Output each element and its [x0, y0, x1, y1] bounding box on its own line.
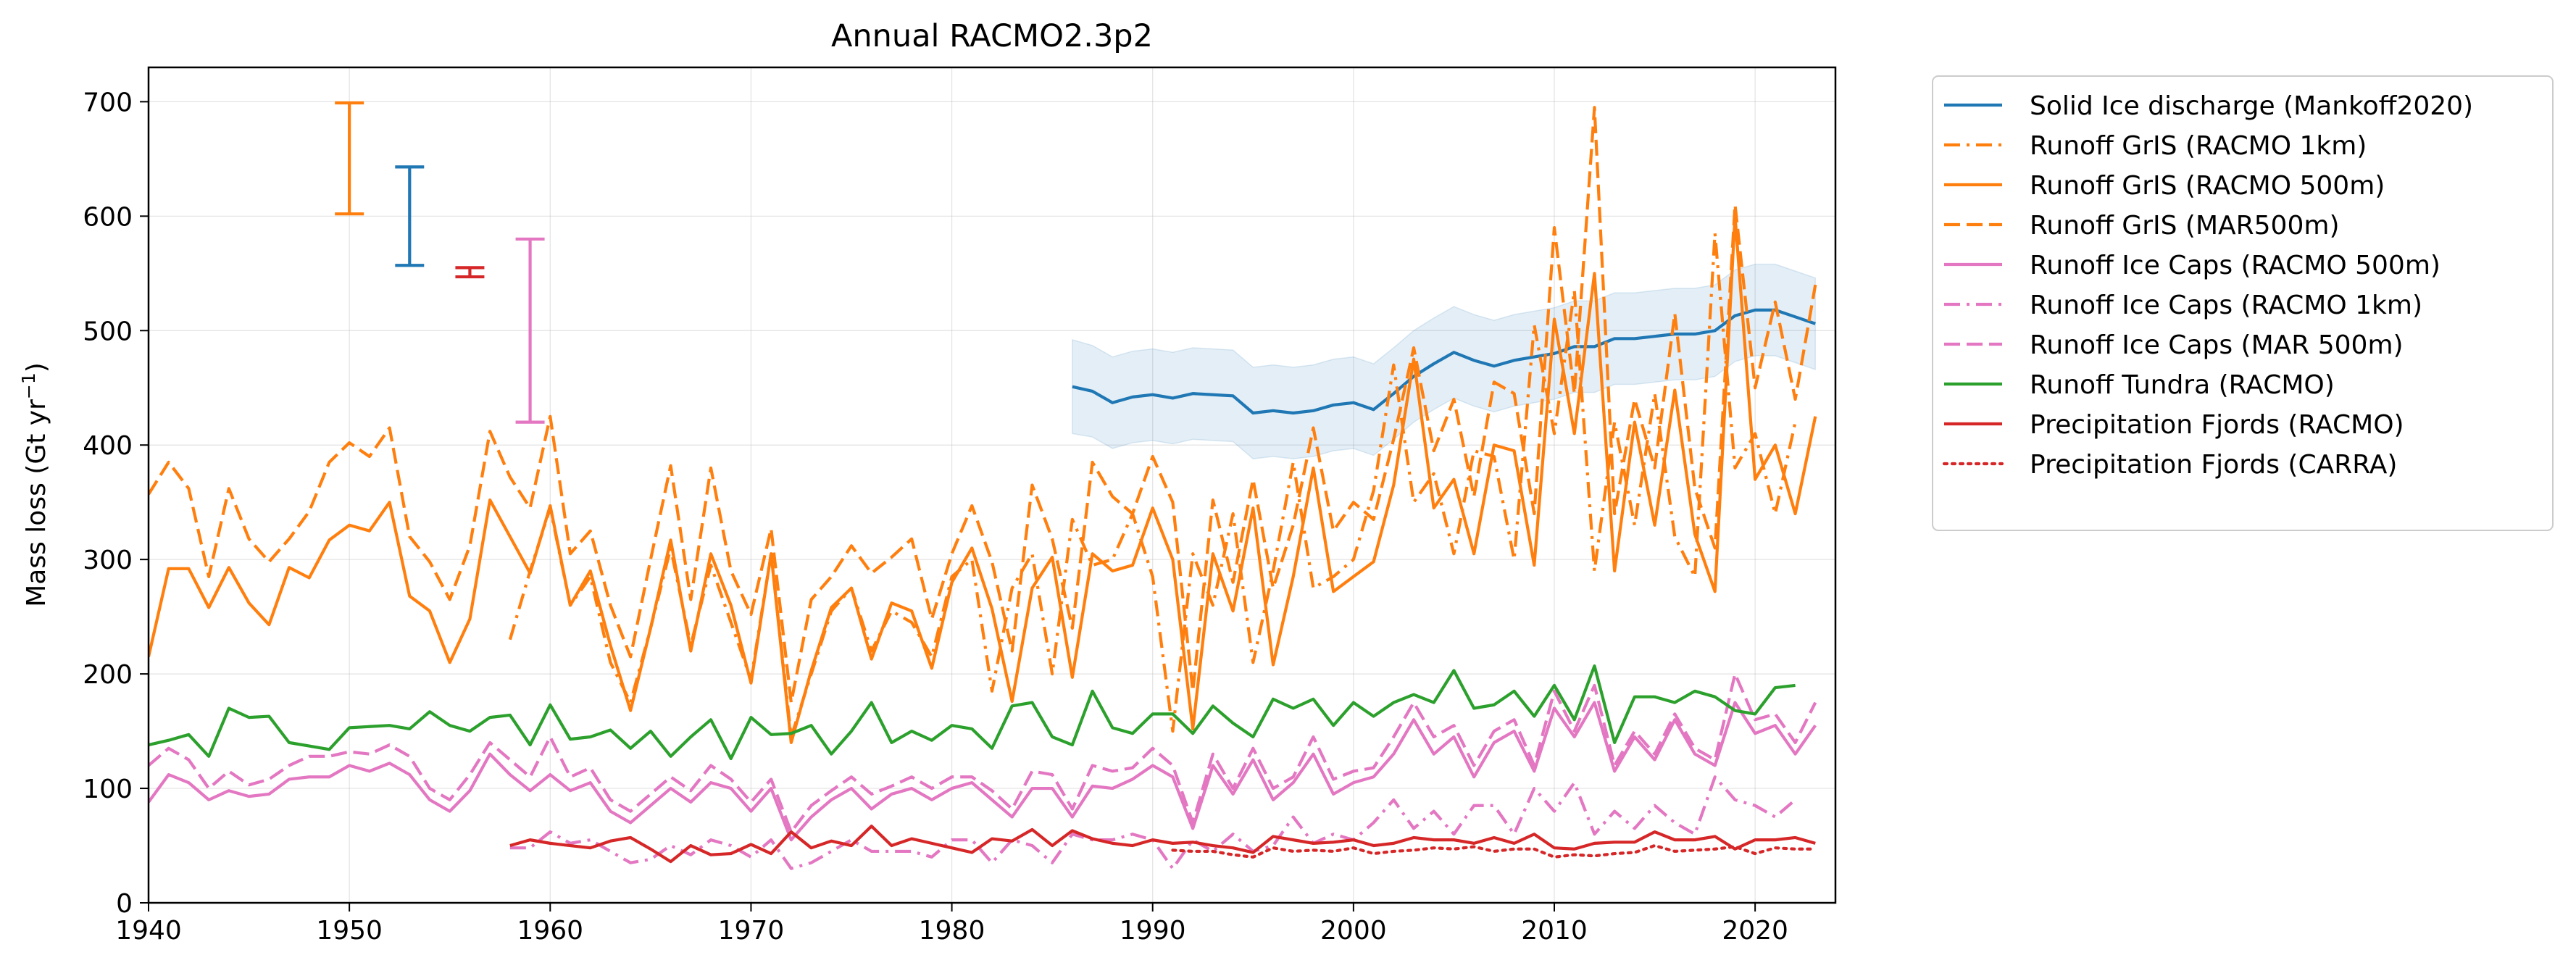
series-line-9	[1171, 843, 1817, 859]
series-line-0	[1072, 308, 1816, 415]
legend-entry-9: Precipitation Fjords (CARRA)	[1942, 450, 2397, 480]
x-tick-label: 1950	[316, 916, 383, 946]
y-tick-label: 700	[83, 88, 133, 117]
legend-label: Runoff GrIS (RACMO 500m)	[2030, 171, 2385, 201]
error-bar-0	[335, 101, 364, 216]
legend-entry-8: Precipitation Fjords (RACMO)	[1944, 410, 2404, 440]
legend-label: Precipitation Fjords (CARRA)	[2030, 450, 2397, 480]
x-tick-label: 2010	[1521, 916, 1588, 946]
legend-entry-5: Runoff Ice Caps (RACMO 1km)	[1944, 291, 2422, 320]
x-tick-label: 2020	[1722, 916, 1788, 946]
series-line-4	[149, 701, 1817, 842]
error-bar-3	[515, 237, 545, 424]
uncertainty-band-0	[1072, 263, 1817, 459]
chart-title: Annual RACMO2.3p2	[831, 18, 1153, 54]
legend-entry-2: Runoff GrIS (RACMO 500m)	[1944, 171, 2385, 201]
y-tick-label: 300	[83, 546, 133, 575]
legend-entry-6: Runoff Ice Caps (MAR 500m)	[1944, 330, 2404, 360]
legend-entry-1: Runoff GrIS (RACMO 1km)	[1944, 131, 2367, 161]
series-line-7	[149, 664, 1796, 761]
legend-label: Runoff Ice Caps (MAR 500m)	[2030, 330, 2404, 360]
legend-label: Runoff GrIS (RACMO 1km)	[2030, 131, 2367, 161]
x-tick-label: 1960	[517, 916, 583, 946]
legend-entry-7: Runoff Tundra (RACMO)	[1944, 370, 2335, 400]
legend: Solid Ice discharge (Mankoff2020) Runoff …	[1932, 75, 2554, 531]
y-tick-label: 200	[83, 660, 133, 690]
legend-label: Runoff Ice Caps (RACMO 500m)	[2030, 251, 2440, 280]
legend-entry-4: Runoff Ice Caps (RACMO 500m)	[1944, 251, 2440, 280]
error-bar-2	[455, 266, 485, 279]
series-line-8	[509, 825, 1816, 864]
uncertainty-band-layer	[1072, 263, 1817, 459]
y-tick-label: 0	[116, 889, 133, 919]
series-layer	[149, 106, 1817, 870]
series-line-1	[508, 231, 1797, 739]
plot-frame	[147, 66, 1837, 904]
legend-entry-0: Solid Ice discharge (Mankoff2020)	[1944, 91, 2473, 121]
error-bar-layer	[335, 101, 545, 424]
x-tick-label: 1970	[718, 916, 785, 946]
y-tick-label: 400	[83, 431, 133, 461]
y-tick-label: 500	[83, 317, 133, 346]
legend-frame	[1932, 75, 2554, 531]
y-tick-label: 100	[83, 775, 133, 804]
x-tick-label: 1980	[919, 916, 985, 946]
legend-label: Runoff Tundra (RACMO)	[2030, 370, 2335, 400]
legend-entry-3: Runoff GrIS (MAR500m)	[1944, 211, 2339, 241]
legend-label: Solid Ice discharge (Mankoff2020)	[2030, 91, 2473, 121]
legend-label: Runoff GrIS (MAR500m)	[2030, 211, 2339, 241]
x-tick-label: 1940	[115, 916, 182, 946]
x-tick-label: 1990	[1120, 916, 1186, 946]
series-line-2	[149, 214, 1817, 744]
series-line-6	[149, 672, 1817, 834]
x-tick-label: 2000	[1320, 916, 1387, 946]
y-axis-label: Mass loss (Gt yr−1)	[18, 362, 51, 607]
axis-ticks: 1940 1950 1960 1970 1980 1990 2000 2010 2020 0 100…	[83, 88, 1788, 946]
legend-label: Precipitation Fjords (RACMO)	[2030, 410, 2404, 440]
series-line-3	[149, 106, 1817, 704]
legend-label: Runoff Ice Caps (RACMO 1km)	[2030, 291, 2422, 320]
error-bar-1	[395, 165, 425, 267]
y-tick-label: 600	[83, 202, 133, 232]
